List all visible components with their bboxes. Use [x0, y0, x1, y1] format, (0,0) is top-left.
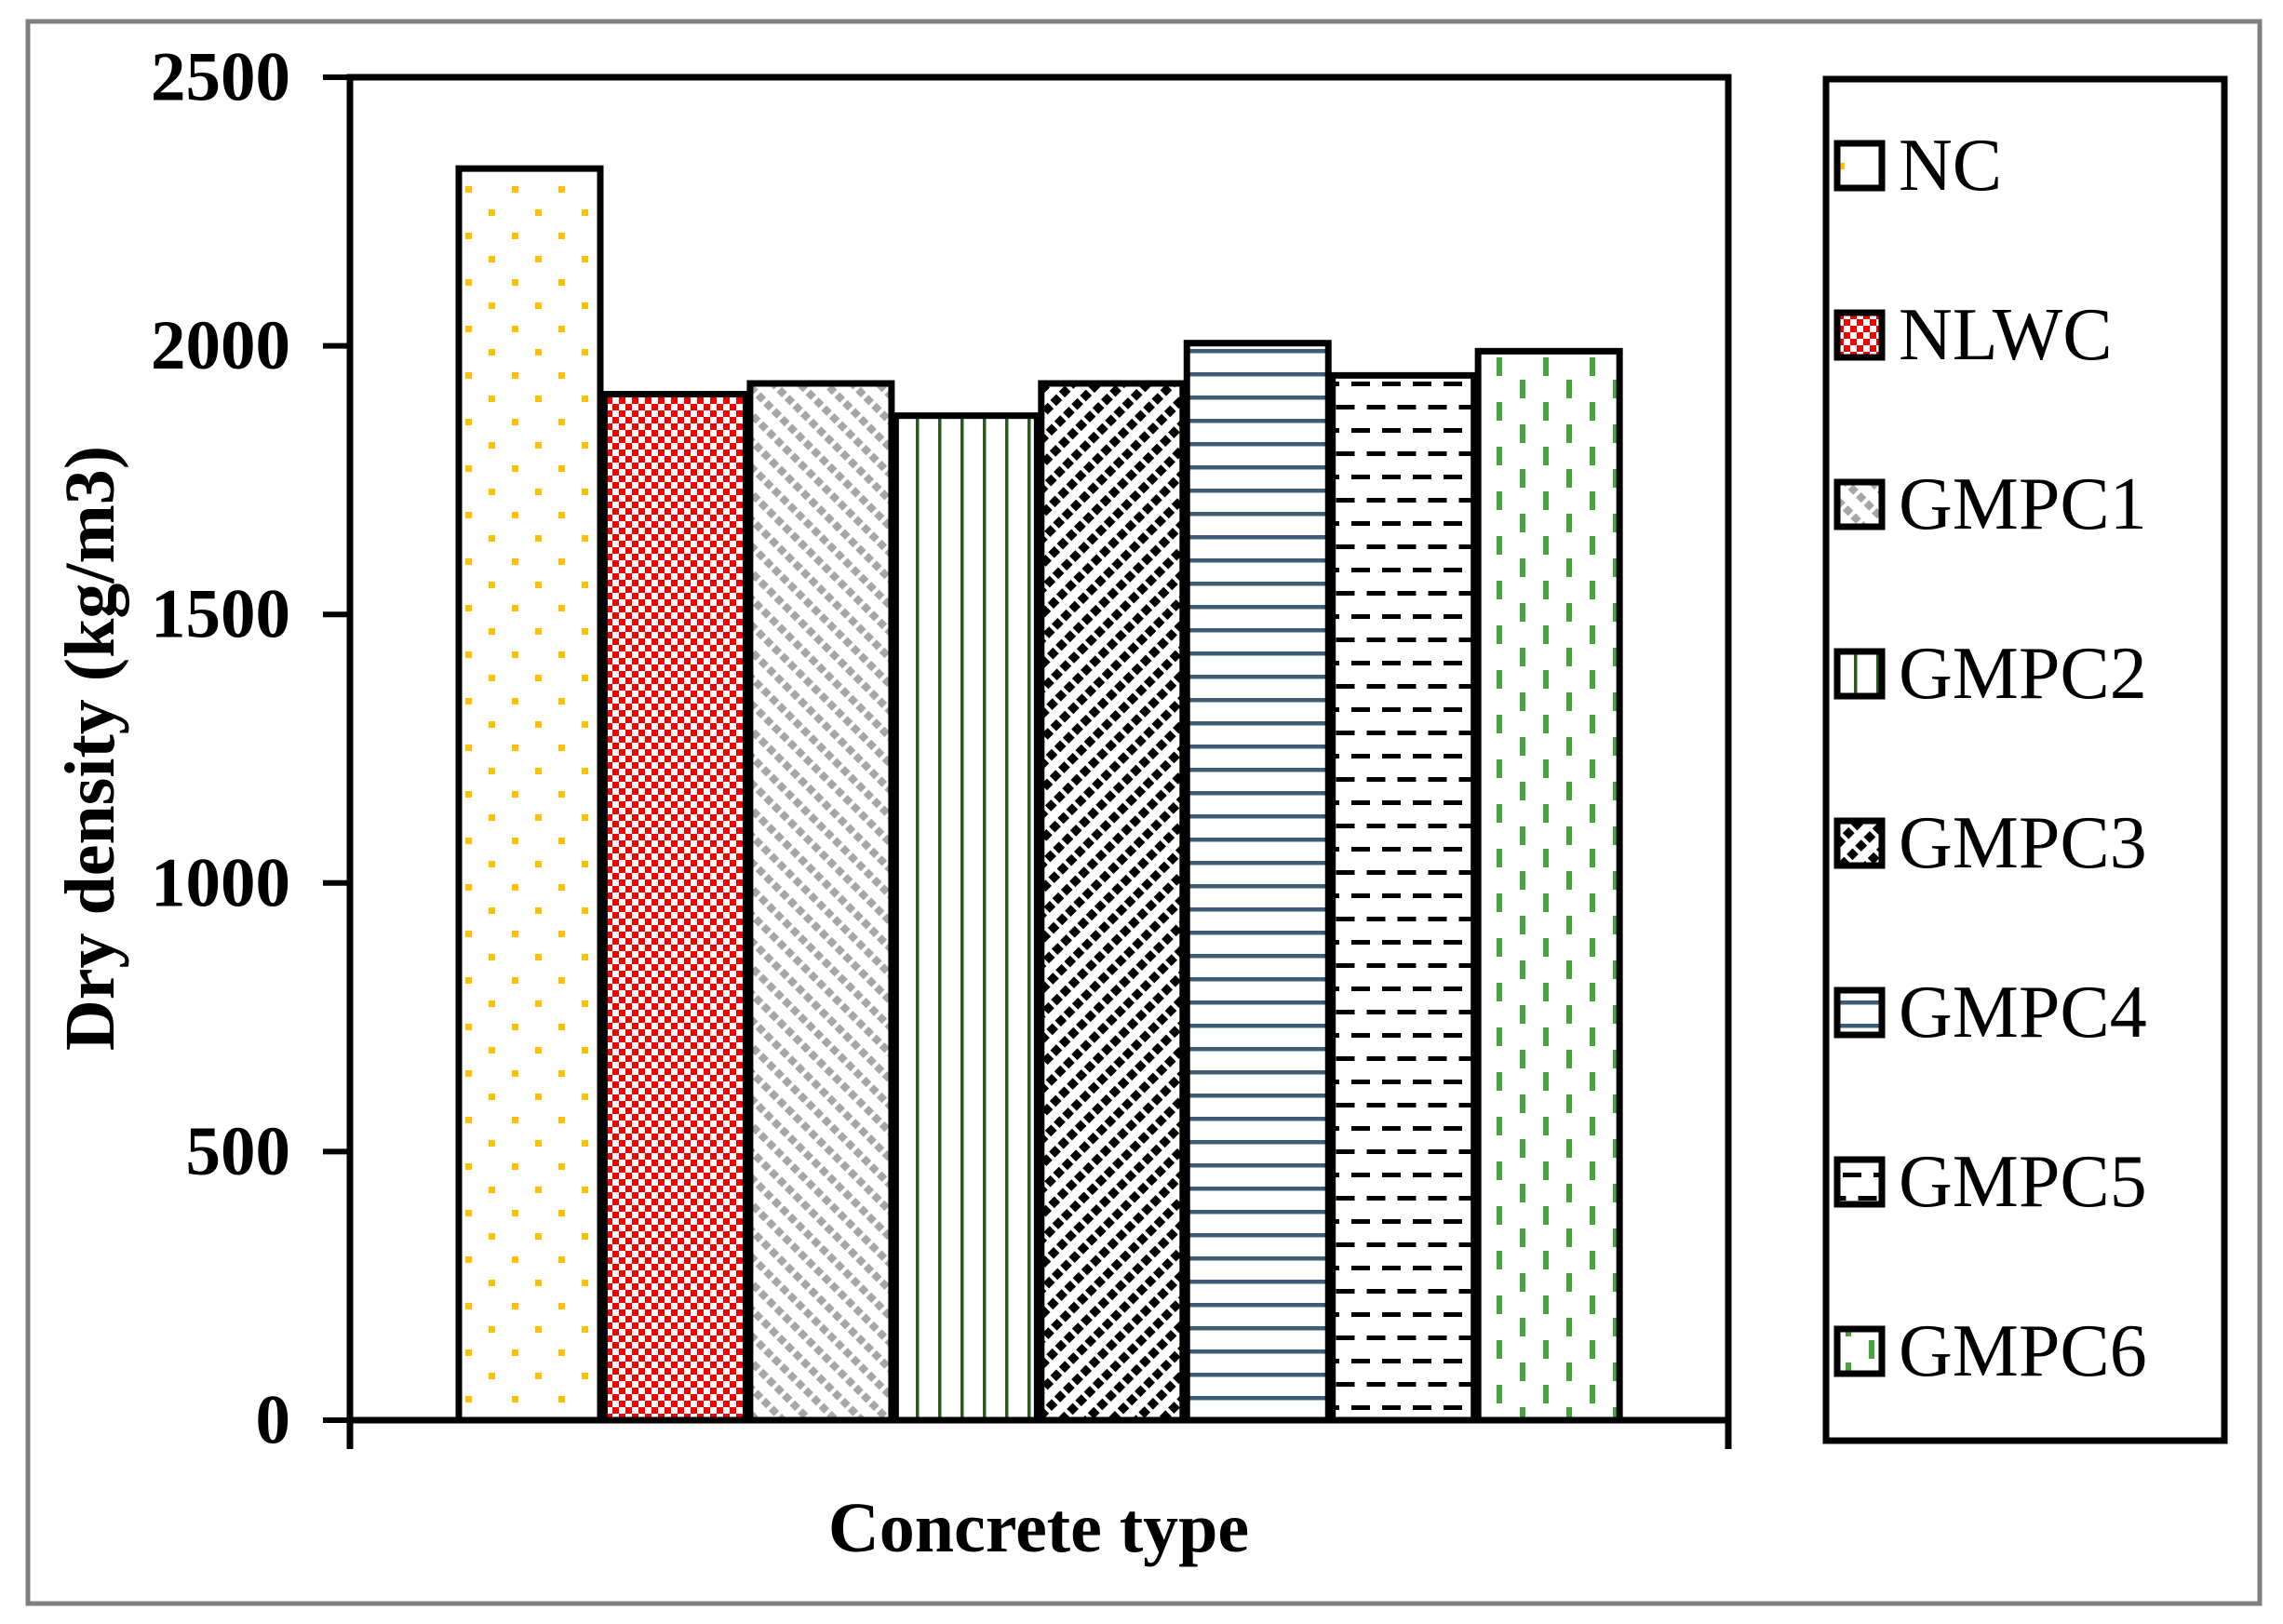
y-tick-label-500: 500 — [186, 1113, 291, 1190]
bar-NC — [455, 165, 604, 1424]
legend-swatch-GMPC2 — [1833, 648, 1886, 700]
y-tick-label-1000: 1000 — [151, 844, 290, 921]
legend-label-GMPC2: GMPC2 — [1899, 633, 2147, 715]
y-tick-label-1500: 1500 — [151, 576, 290, 653]
legend-swatch-GMPC3 — [1833, 817, 1886, 869]
bar-GMPC6 — [1474, 347, 1623, 1424]
legend-swatch-GMPC4 — [1833, 986, 1886, 1039]
legend-label-GMPC6: GMPC6 — [1899, 1310, 2147, 1392]
legend-swatch-NC — [1833, 140, 1886, 192]
legend-label-GMPC5: GMPC5 — [1899, 1141, 2147, 1223]
legend-items: NC NLWC GMPC1 GMPC2 GMPC3 GMPC4 GMPC5 GMPC6 — [1833, 125, 2147, 1392]
y-axis-ticks: 0 500 1000 1500 2000 2500 — [151, 39, 350, 1459]
bar-GMPC2 — [892, 412, 1041, 1424]
legend-label-GMPC1: GMPC1 — [1899, 463, 2147, 545]
y-tick-label-2500: 2500 — [151, 39, 290, 116]
legend-label-NLWC: NLWC — [1899, 294, 2113, 376]
figure-border — [25, 19, 2263, 1606]
legend-label-NC: NC — [1899, 125, 2002, 207]
x-axis-title: Concrete type — [828, 1489, 1249, 1567]
legend-swatch-NLWC — [1833, 309, 1886, 361]
y-tick-label-2000: 2000 — [151, 307, 290, 384]
bar-NLWC — [600, 391, 749, 1424]
x-axis-ticks — [346, 1420, 1732, 1449]
bar-GMPC3 — [1038, 380, 1187, 1424]
legend-box — [1822, 75, 2228, 1444]
legend-label-GMPC3: GMPC3 — [1899, 802, 2147, 884]
legend-swatch-GMPC6 — [1833, 1325, 1886, 1377]
y-tick-label-0: 0 — [256, 1382, 291, 1459]
legend-label-GMPC4: GMPC4 — [1899, 972, 2147, 1054]
y-axis-title: Dry density (kg/m3) — [51, 446, 129, 1051]
bar-GMPC1 — [746, 380, 895, 1424]
bar-GMPC5 — [1329, 371, 1478, 1424]
bars-group — [455, 165, 1623, 1424]
bar-GMPC4 — [1183, 340, 1332, 1424]
legend-swatch-GMPC1 — [1833, 478, 1886, 530]
legend-swatch-GMPC5 — [1833, 1156, 1886, 1208]
